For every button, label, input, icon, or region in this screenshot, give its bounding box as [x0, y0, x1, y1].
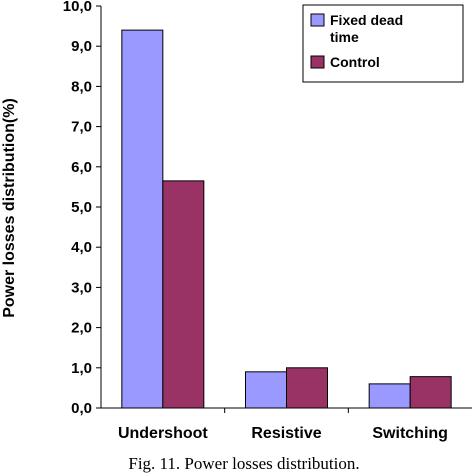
legend-swatch	[310, 55, 325, 69]
legend-label: time	[330, 29, 359, 45]
y-tick-label: 10,0	[63, 0, 92, 15]
y-tick-label: 6,0	[71, 159, 92, 176]
y-axis-label: Power losses distribution(%)	[1, 98, 18, 318]
y-tick-label: 0,0	[71, 400, 92, 417]
x-category-label: Undershoot	[118, 425, 208, 442]
x-category-label: Switching	[372, 425, 448, 442]
y-tick-label: 9,0	[71, 38, 92, 55]
y-axis-ticks: 0,0 1,0 2,0 3,0 4,0 5,0 6,0 7,0 8,0 9,0 10,0	[63, 0, 101, 417]
y-tick-label: 4,0	[71, 239, 92, 256]
bar	[162, 180, 205, 409]
x-axis-categories: Undershoot Resistive Switching	[118, 408, 448, 442]
x-category-label: Resistive	[251, 425, 321, 442]
y-tick-label: 1,0	[71, 360, 92, 377]
y-tick-label: 3,0	[71, 279, 92, 296]
bar	[121, 29, 164, 409]
bar	[409, 376, 452, 409]
bar	[368, 383, 411, 409]
y-tick-label: 5,0	[71, 199, 92, 216]
bar	[245, 371, 287, 409]
legend-label: Fixed dead	[330, 12, 403, 28]
bar-series	[121, 29, 452, 409]
legend-box	[302, 4, 464, 83]
y-tick-label: 2,0	[71, 320, 92, 337]
legend-swatch	[310, 13, 325, 27]
y-tick-label: 7,0	[71, 119, 92, 136]
y-tick-label: 8,0	[71, 78, 92, 95]
legend-label: Control	[330, 54, 380, 70]
bar	[286, 367, 328, 409]
figure-caption: Fig. 11. Power losses distribution.	[128, 454, 359, 473]
